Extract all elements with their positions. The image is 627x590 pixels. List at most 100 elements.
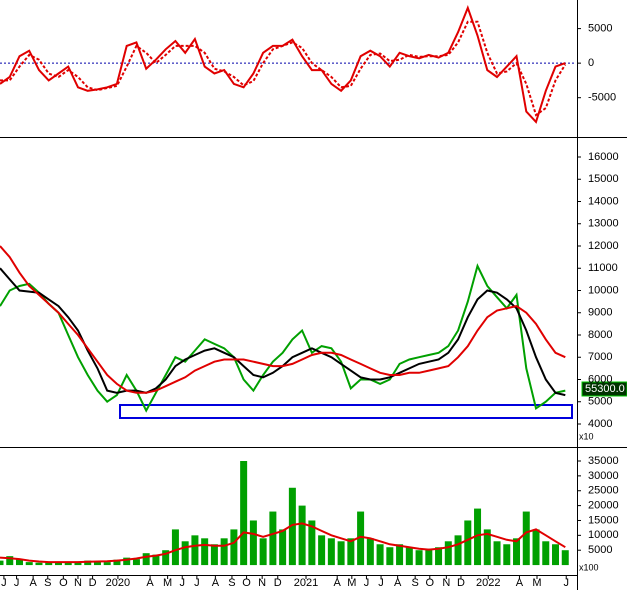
volume-bar	[230, 529, 238, 566]
x-tick-label: N	[442, 577, 450, 589]
y-tick-label: 35000	[588, 455, 619, 467]
volume-bar	[103, 562, 111, 566]
volume-bar	[6, 556, 14, 566]
x-tick-label: J	[179, 577, 185, 589]
x-tick-label: D	[274, 577, 282, 589]
x-tick-label: A	[516, 577, 524, 589]
volume-bar	[327, 538, 335, 566]
volume-bar	[171, 529, 179, 566]
volume-bar	[444, 541, 452, 566]
volume-bar	[220, 538, 228, 566]
volume-bar	[308, 520, 316, 566]
volume-bar	[386, 547, 394, 566]
volume-bar	[464, 520, 472, 566]
volume-bar	[259, 538, 267, 566]
x-tick-label: M	[347, 577, 356, 589]
volume-bar	[298, 505, 306, 566]
volume-bar	[35, 562, 43, 566]
y-tick-label: 30000	[588, 470, 619, 482]
volume-bar	[191, 535, 199, 566]
unit-label: x100	[579, 562, 599, 572]
y-tick-label: 7000	[588, 351, 612, 363]
volume-bar	[513, 538, 521, 566]
x-tick-label: J	[1, 577, 7, 589]
series-line	[0, 522, 566, 564]
volume-bar	[45, 561, 53, 566]
volume-bar	[142, 553, 150, 566]
y-tick-label: 10000	[588, 529, 619, 541]
x-tick-label: N	[258, 577, 266, 589]
volume-bar	[132, 559, 140, 566]
y-tick-label: 25000	[588, 485, 619, 497]
y-tick-label: 5000	[588, 544, 612, 556]
x-tick-label: 2021	[294, 577, 318, 589]
volume-bar	[425, 548, 433, 566]
volume-bar	[435, 547, 443, 566]
y-tick-label: 5000	[588, 396, 612, 408]
volume-bar	[64, 562, 72, 566]
x-tick-label: O	[242, 577, 251, 589]
x-tick-label: J	[378, 577, 384, 589]
volume-bar	[552, 544, 560, 566]
x-tick-label: A	[394, 577, 402, 589]
volume-bar	[366, 538, 374, 566]
volume-bar	[337, 541, 345, 566]
volume-bar	[474, 508, 482, 566]
volume-bar	[249, 520, 257, 566]
x-tick-label: D	[457, 577, 465, 589]
volume-bar	[318, 535, 326, 566]
volume-bar	[240, 461, 248, 566]
y-tick-label: 8000	[588, 329, 612, 341]
volume-bar	[152, 554, 160, 566]
x-tick-label: S	[44, 577, 51, 589]
volume-bar	[542, 541, 550, 566]
volume-bar	[376, 544, 384, 566]
x-tick-label: N	[74, 577, 82, 589]
x-tick-label: J	[194, 577, 200, 589]
volume-bar	[454, 535, 462, 566]
series-line	[0, 245, 566, 394]
y-tick-label: 6000	[588, 373, 612, 385]
volume-bar	[123, 557, 131, 566]
y-tick-label: 0	[588, 57, 594, 69]
y-tick-label: 15000	[588, 514, 619, 526]
volume-bar	[162, 550, 170, 566]
support-box	[119, 404, 573, 419]
series-line	[0, 20, 567, 117]
volume-bar	[93, 561, 101, 566]
y-tick-label: 14000	[588, 195, 619, 207]
volume-bar	[113, 559, 121, 566]
volume-bar	[532, 529, 540, 566]
y-tick-label: 5000	[588, 23, 612, 35]
x-tick-label: A	[146, 577, 154, 589]
y-tick-label: 9000	[588, 307, 612, 319]
volume-bar	[347, 538, 355, 566]
x-tick-label: J	[14, 577, 20, 589]
volume-bar	[181, 541, 189, 566]
volume-bar	[279, 529, 287, 566]
y-tick-label: 10000	[588, 284, 619, 296]
volume-bar	[483, 529, 491, 566]
x-tick-label: J	[364, 577, 370, 589]
volume-bar	[210, 544, 218, 566]
y-tick-label: 13000	[588, 218, 619, 230]
volume-bar	[201, 538, 209, 566]
x-tick-label: S	[228, 577, 235, 589]
last-price-box	[581, 381, 627, 397]
last-price-label: 55300.0	[585, 383, 625, 395]
volume-bar	[54, 562, 62, 566]
volume-bar	[25, 562, 33, 566]
volume-bar	[405, 547, 413, 566]
volume-bar	[74, 562, 82, 566]
x-tick-label: A	[334, 577, 342, 589]
y-tick-label: -5000	[588, 92, 616, 104]
volume-bar	[493, 541, 501, 566]
series-line	[0, 263, 566, 413]
x-tick-label: A	[212, 577, 220, 589]
volume-bar	[522, 511, 530, 566]
volume-bar	[269, 511, 277, 566]
x-tick-label: J	[563, 577, 569, 589]
x-tick-label: M	[163, 577, 172, 589]
volume-bar	[84, 560, 92, 566]
